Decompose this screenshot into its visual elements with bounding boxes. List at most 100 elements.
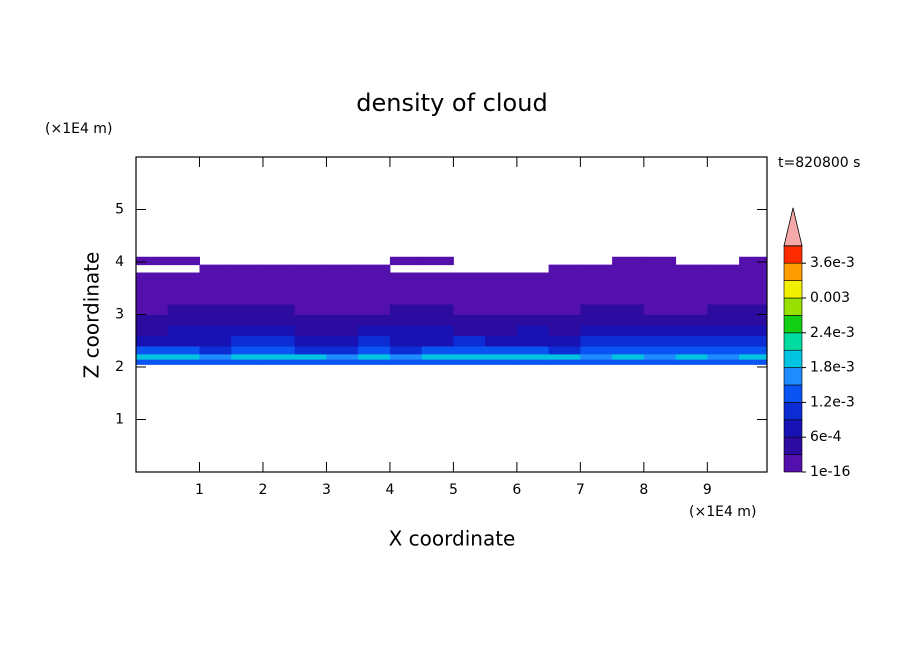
- contour-cell: [389, 335, 423, 347]
- colorbar-tick-label: 6e-4: [810, 429, 842, 445]
- x-tick-label: 3: [322, 482, 331, 498]
- colorbar-tick-label: 1.8e-3: [810, 360, 855, 376]
- contour-cell: [167, 325, 200, 336]
- contour-cell: [580, 359, 613, 365]
- x-unit: (×1E4 m): [689, 504, 756, 520]
- contour-cell: [167, 283, 200, 294]
- contour-cell: [739, 272, 768, 284]
- contour-cell: [389, 256, 423, 266]
- contour-cell: [136, 256, 169, 266]
- time-annotation: t=820800 s: [778, 155, 860, 171]
- contour-cell: [580, 325, 613, 336]
- contour-cell: [707, 293, 740, 305]
- contour-cell: [548, 314, 581, 326]
- contour-cell: [231, 283, 264, 294]
- contour-cell: [294, 264, 327, 273]
- x-tick-label: 2: [259, 482, 268, 498]
- colorbar-band: [783, 349, 803, 368]
- contour-cell: [643, 335, 677, 347]
- colorbar-band: [783, 332, 803, 351]
- contour-cell: [612, 335, 645, 347]
- contour-cell: [326, 272, 359, 284]
- contour-cell: [199, 346, 232, 355]
- contour-cell: [453, 325, 486, 336]
- colorbar-tick-label: 3.6e-3: [810, 255, 855, 271]
- contour-cell: [739, 264, 768, 273]
- contour-cell: [548, 264, 581, 273]
- contour-cell: [453, 353, 486, 360]
- contour-cell: [485, 304, 518, 315]
- contour-cell: [516, 272, 550, 284]
- contour-cell: [485, 325, 518, 336]
- contour-cell: [136, 346, 169, 355]
- contour-cell: [516, 325, 550, 336]
- contour-cell: [262, 346, 296, 355]
- contour-cell: [580, 283, 613, 294]
- contour-cell: [199, 304, 232, 315]
- contour-cell: [421, 353, 454, 360]
- contour-cell: [389, 314, 423, 326]
- contour-cell: [167, 346, 200, 355]
- contour-cell: [262, 283, 296, 294]
- contour-cell: [707, 335, 740, 347]
- colorbar-band: [783, 280, 803, 299]
- contour-cell: [580, 264, 613, 273]
- contour-cell: [643, 272, 677, 284]
- contour-cell: [167, 353, 200, 360]
- contour-cell: [675, 272, 708, 284]
- contour-cell: [326, 314, 359, 326]
- contour-cell: [136, 293, 169, 305]
- contour-cell: [739, 335, 768, 347]
- contour-cell: [358, 293, 391, 305]
- contour-cell: [739, 353, 768, 360]
- contour-cell: [421, 256, 454, 266]
- contour-cell: [136, 283, 169, 294]
- contour-cell: [485, 359, 518, 365]
- colorbar-tick-label: 2.4e-3: [810, 325, 855, 341]
- contour-cell: [643, 293, 677, 305]
- colorbar-band: [783, 384, 803, 403]
- contour-cell: [453, 272, 486, 284]
- contour-cell: [548, 335, 581, 347]
- contour-cell: [612, 283, 645, 294]
- contour-cell: [675, 314, 708, 326]
- contour-cell: [548, 346, 581, 355]
- contour-cell: [675, 293, 708, 305]
- contour-cell: [643, 346, 677, 355]
- contour-cell: [580, 314, 613, 326]
- contour-cell: [643, 256, 677, 266]
- contour-cell: [612, 293, 645, 305]
- contour-cell: [199, 314, 232, 326]
- contour-cell: [421, 346, 454, 355]
- x-tick-label: 5: [449, 482, 458, 498]
- y-unit: (×1E4 m): [45, 121, 112, 137]
- contour-cell: [612, 314, 645, 326]
- colorbar-tick-label: 1.2e-3: [810, 394, 855, 410]
- contour-cell: [739, 256, 768, 266]
- contour-cell: [421, 283, 454, 294]
- contour-cell: [453, 346, 486, 355]
- colorbar-band: [783, 297, 803, 316]
- contour-cell: [199, 264, 232, 273]
- x-tick-label: 1: [195, 482, 204, 498]
- contour-cell: [389, 359, 423, 365]
- contour-cell: [262, 264, 296, 273]
- contour-cell: [707, 272, 740, 284]
- contour-cell: [389, 325, 423, 336]
- contour-cell: [453, 283, 486, 294]
- contour-cell: [612, 325, 645, 336]
- chart-title: density of cloud: [356, 89, 547, 117]
- contour-cell: [548, 359, 581, 365]
- contour-cell: [136, 272, 169, 284]
- contour-cell: [453, 359, 486, 365]
- contour-cell: [485, 272, 518, 284]
- contour-cell: [326, 346, 359, 355]
- contour-cell: [389, 346, 423, 355]
- contour-cell: [231, 272, 264, 284]
- y-axis-label: Z coordinate: [80, 252, 104, 379]
- contour-cell: [326, 304, 359, 315]
- contour-cell: [516, 353, 550, 360]
- contour-cell: [358, 272, 391, 284]
- contour-cell: [167, 314, 200, 326]
